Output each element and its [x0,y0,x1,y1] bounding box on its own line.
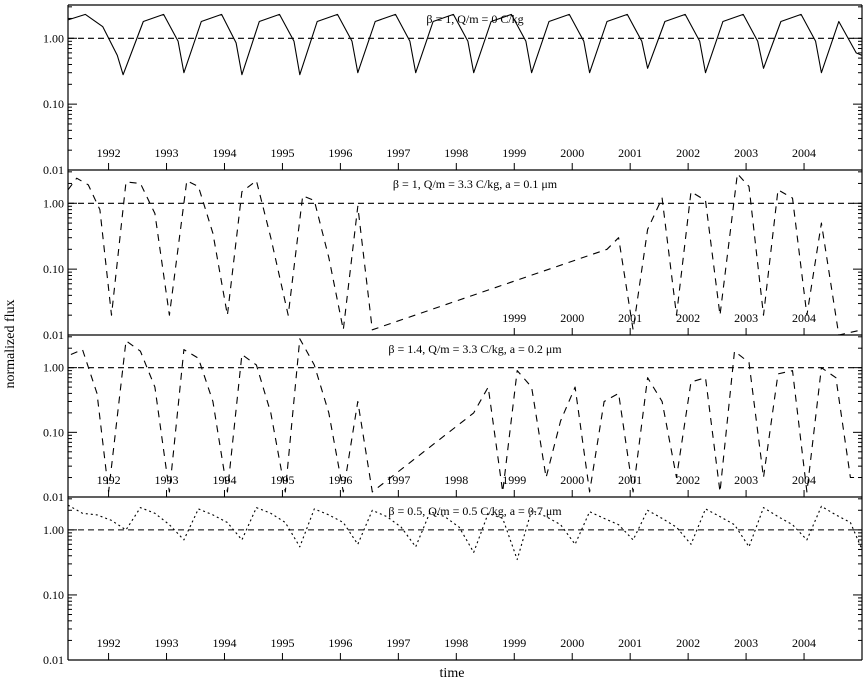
x-tick-label: 1998 [444,146,468,160]
y-tick-label: 1.00 [43,196,64,210]
x-tick-label: 1999 [502,473,526,487]
x-tick-label: 2004 [792,146,816,160]
x-tick-label: 2002 [676,146,700,160]
x-tick-label: 1996 [328,146,352,160]
x-tick-label: 1993 [155,473,179,487]
panel-2: 0.01 0.10 1.00 1999 2000 2001 2002 2003 2004 β = … [43,170,863,342]
x-tick-label: 1998 [444,636,468,650]
x-tick-label: 1992 [97,473,121,487]
y-tick-label: 1.00 [43,361,64,375]
panel-title: β = 1.4, Q/m = 3.3 C/kg, a = 0.2 μm [388,342,562,356]
y-tick-label: 0.01 [43,163,64,177]
x-tick-label: 2000 [560,311,584,325]
x-tick-label: 2001 [618,636,642,650]
series-line [70,338,862,493]
x-tick-label: 1997 [386,146,410,160]
series-line [67,13,863,76]
series-line [67,173,863,336]
series-line [67,504,863,561]
x-tick-label: 2002 [676,636,700,650]
x-tick-label: 1993 [155,146,179,160]
y-tick-label: 0.10 [43,425,64,439]
panel-title: β = 1, Q/m = 0 C/kg [426,12,523,26]
x-tick-label: 2001 [618,146,642,160]
x-tick-label: 1996 [328,636,352,650]
y-tick-label: 1.00 [43,31,64,45]
panel-title: β = 1, Q/m = 3.3 C/kg, a = 0.1 μm [393,177,558,191]
y-tick-label: 0.10 [43,262,64,276]
x-tick-label: 1994 [212,636,236,650]
y-tick-label: 1.00 [43,523,64,537]
x-axis-label: time [440,666,465,681]
y-tick-label: 0.01 [43,490,64,504]
y-tick-label: 0.01 [43,653,64,667]
x-tick-label: 1992 [97,636,121,650]
x-tick-label: 1994 [212,146,236,160]
x-tick-label: 2003 [734,146,758,160]
x-tick-label: 1998 [444,473,468,487]
x-tick-label: 2003 [734,311,758,325]
x-tick-label: 2003 [734,473,758,487]
x-tick-label: 1996 [328,473,352,487]
x-tick-label: 2002 [676,311,700,325]
x-tick-label: 2004 [792,473,816,487]
y-axis-label: normalized flux [3,299,18,388]
x-tick-label: 1999 [502,146,526,160]
panel-3: 0.01 0.10 1.00 1992 1993 1994 1995 1996 1997 1998… [43,335,863,504]
y-tick-label: 0.01 [43,328,64,342]
x-tick-label: 1995 [270,473,294,487]
x-tick-label: 2001 [618,311,642,325]
x-tick-label: 1997 [386,636,410,650]
x-tick-label: 1999 [502,311,526,325]
panels-group: 0.01 0.10 1.00 1992 1993 1994 1995 1996 1997 1998… [43,4,863,667]
x-tick-label: 2000 [560,473,584,487]
x-tick-label: 2004 [792,636,816,650]
x-tick-label: 2001 [618,473,642,487]
panel-1: 0.01 0.10 1.00 1992 1993 1994 1995 1996 1997 1998… [43,5,863,177]
x-tick-label: 1997 [386,473,410,487]
x-tick-label: 2000 [560,636,584,650]
x-tick-label: 2002 [676,473,700,487]
x-tick-label: 2000 [560,146,584,160]
x-tick-label: 1995 [270,146,294,160]
y-tick-label: 0.10 [43,97,64,111]
x-tick-label: 2004 [792,311,816,325]
x-tick-label: 1999 [502,636,526,650]
x-tick-label: 1992 [97,146,121,160]
y-tick-label: 0.10 [43,588,64,602]
panel-4: 0.01 0.10 1.00 1992 1993 1994 1995 1996 1997 1998… [43,497,863,667]
panel-title: β = 0.5, Q/m = 0.5 C/kg, a = 0.7 μm [388,504,562,518]
x-tick-label: 1993 [155,636,179,650]
x-tick-label: 1994 [212,473,236,487]
x-tick-label: 2003 [734,636,758,650]
x-tick-label: 1995 [270,636,294,650]
